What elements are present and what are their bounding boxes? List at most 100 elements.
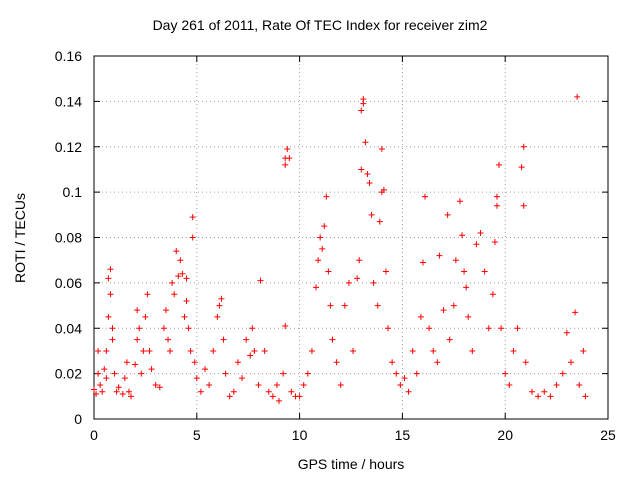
data-point xyxy=(247,352,254,359)
data-point xyxy=(169,279,176,286)
data-point xyxy=(308,347,315,354)
data-point xyxy=(286,155,293,162)
data-point xyxy=(465,313,472,320)
data-point xyxy=(167,347,174,354)
data-point xyxy=(179,270,186,277)
data-point xyxy=(502,370,509,377)
data-point xyxy=(115,384,122,391)
data-point xyxy=(243,336,250,343)
data-point xyxy=(125,388,132,395)
data-point xyxy=(405,388,412,395)
data-point xyxy=(385,325,392,332)
data-point xyxy=(261,347,268,354)
data-point xyxy=(518,164,525,171)
data-point xyxy=(325,268,332,275)
data-point xyxy=(333,359,340,366)
y-tick-label: 0.02 xyxy=(55,366,82,382)
data-point xyxy=(144,291,151,298)
data-point xyxy=(216,302,223,309)
data-point xyxy=(345,279,352,286)
grid-lines xyxy=(94,56,608,419)
data-point xyxy=(473,241,480,248)
data-point xyxy=(315,257,322,264)
data-point xyxy=(187,347,194,354)
data-point xyxy=(191,359,198,366)
data-point xyxy=(189,214,196,221)
data-point xyxy=(434,359,441,366)
data-point xyxy=(173,248,180,255)
data-point xyxy=(152,381,159,388)
data-point xyxy=(380,186,387,193)
y-tick-label: 0.1 xyxy=(63,184,83,200)
data-point xyxy=(99,388,106,395)
data-point xyxy=(559,370,566,377)
data-point xyxy=(214,313,221,320)
data-point xyxy=(576,381,583,388)
data-point xyxy=(436,252,443,259)
data-point xyxy=(419,259,426,266)
data-point xyxy=(202,366,209,373)
data-point xyxy=(528,388,535,395)
data-point xyxy=(498,325,505,332)
data-point xyxy=(183,275,190,282)
data-point xyxy=(234,359,241,366)
data-point xyxy=(181,313,188,320)
data-point xyxy=(522,359,529,366)
data-point xyxy=(450,302,457,309)
data-point xyxy=(251,347,258,354)
data-point xyxy=(446,336,453,343)
data-point xyxy=(103,347,110,354)
y-tick-label: 0.14 xyxy=(55,93,82,109)
data-point xyxy=(360,96,367,103)
x-tick-label: 0 xyxy=(90,427,98,443)
data-point xyxy=(109,336,116,343)
x-tick-label: 5 xyxy=(193,427,201,443)
data-point xyxy=(146,347,153,354)
data-point xyxy=(362,139,369,146)
data-point xyxy=(382,268,389,275)
data-point xyxy=(101,366,108,373)
data-point xyxy=(563,329,570,336)
data-point xyxy=(269,393,276,400)
data-point xyxy=(491,239,498,246)
y-tick-label: 0.12 xyxy=(55,139,82,155)
data-point xyxy=(376,218,383,225)
data-point xyxy=(123,359,130,366)
data-point xyxy=(111,370,118,377)
data-point xyxy=(265,388,272,395)
data-point xyxy=(300,381,307,388)
data-point xyxy=(393,370,400,377)
data-point xyxy=(510,347,517,354)
data-point xyxy=(142,313,149,320)
data-point xyxy=(374,302,381,309)
data-point xyxy=(109,325,116,332)
data-point xyxy=(485,325,492,332)
data-point xyxy=(580,347,587,354)
data-point xyxy=(364,170,371,177)
data-point xyxy=(413,370,420,377)
data-point xyxy=(323,193,330,200)
data-point xyxy=(276,397,283,404)
x-tick-label: 15 xyxy=(395,427,411,443)
data-point xyxy=(368,211,375,218)
data-point xyxy=(210,347,217,354)
data-point xyxy=(535,393,542,400)
data-point xyxy=(459,232,466,239)
data-point xyxy=(105,313,112,320)
data-point xyxy=(572,309,579,316)
data-point xyxy=(378,146,385,153)
data-point xyxy=(452,257,459,264)
data-point xyxy=(461,268,468,275)
data-point xyxy=(337,381,344,388)
data-point xyxy=(140,347,147,354)
y-tick-label: 0.06 xyxy=(55,275,82,291)
data-point xyxy=(218,295,225,302)
data-point xyxy=(288,388,295,395)
data-point xyxy=(350,347,357,354)
x-tick-label: 25 xyxy=(600,427,616,443)
x-axis-label: GPS time / hours xyxy=(297,456,405,472)
data-point xyxy=(128,393,135,400)
data-point xyxy=(541,388,548,395)
data-point xyxy=(358,166,365,173)
